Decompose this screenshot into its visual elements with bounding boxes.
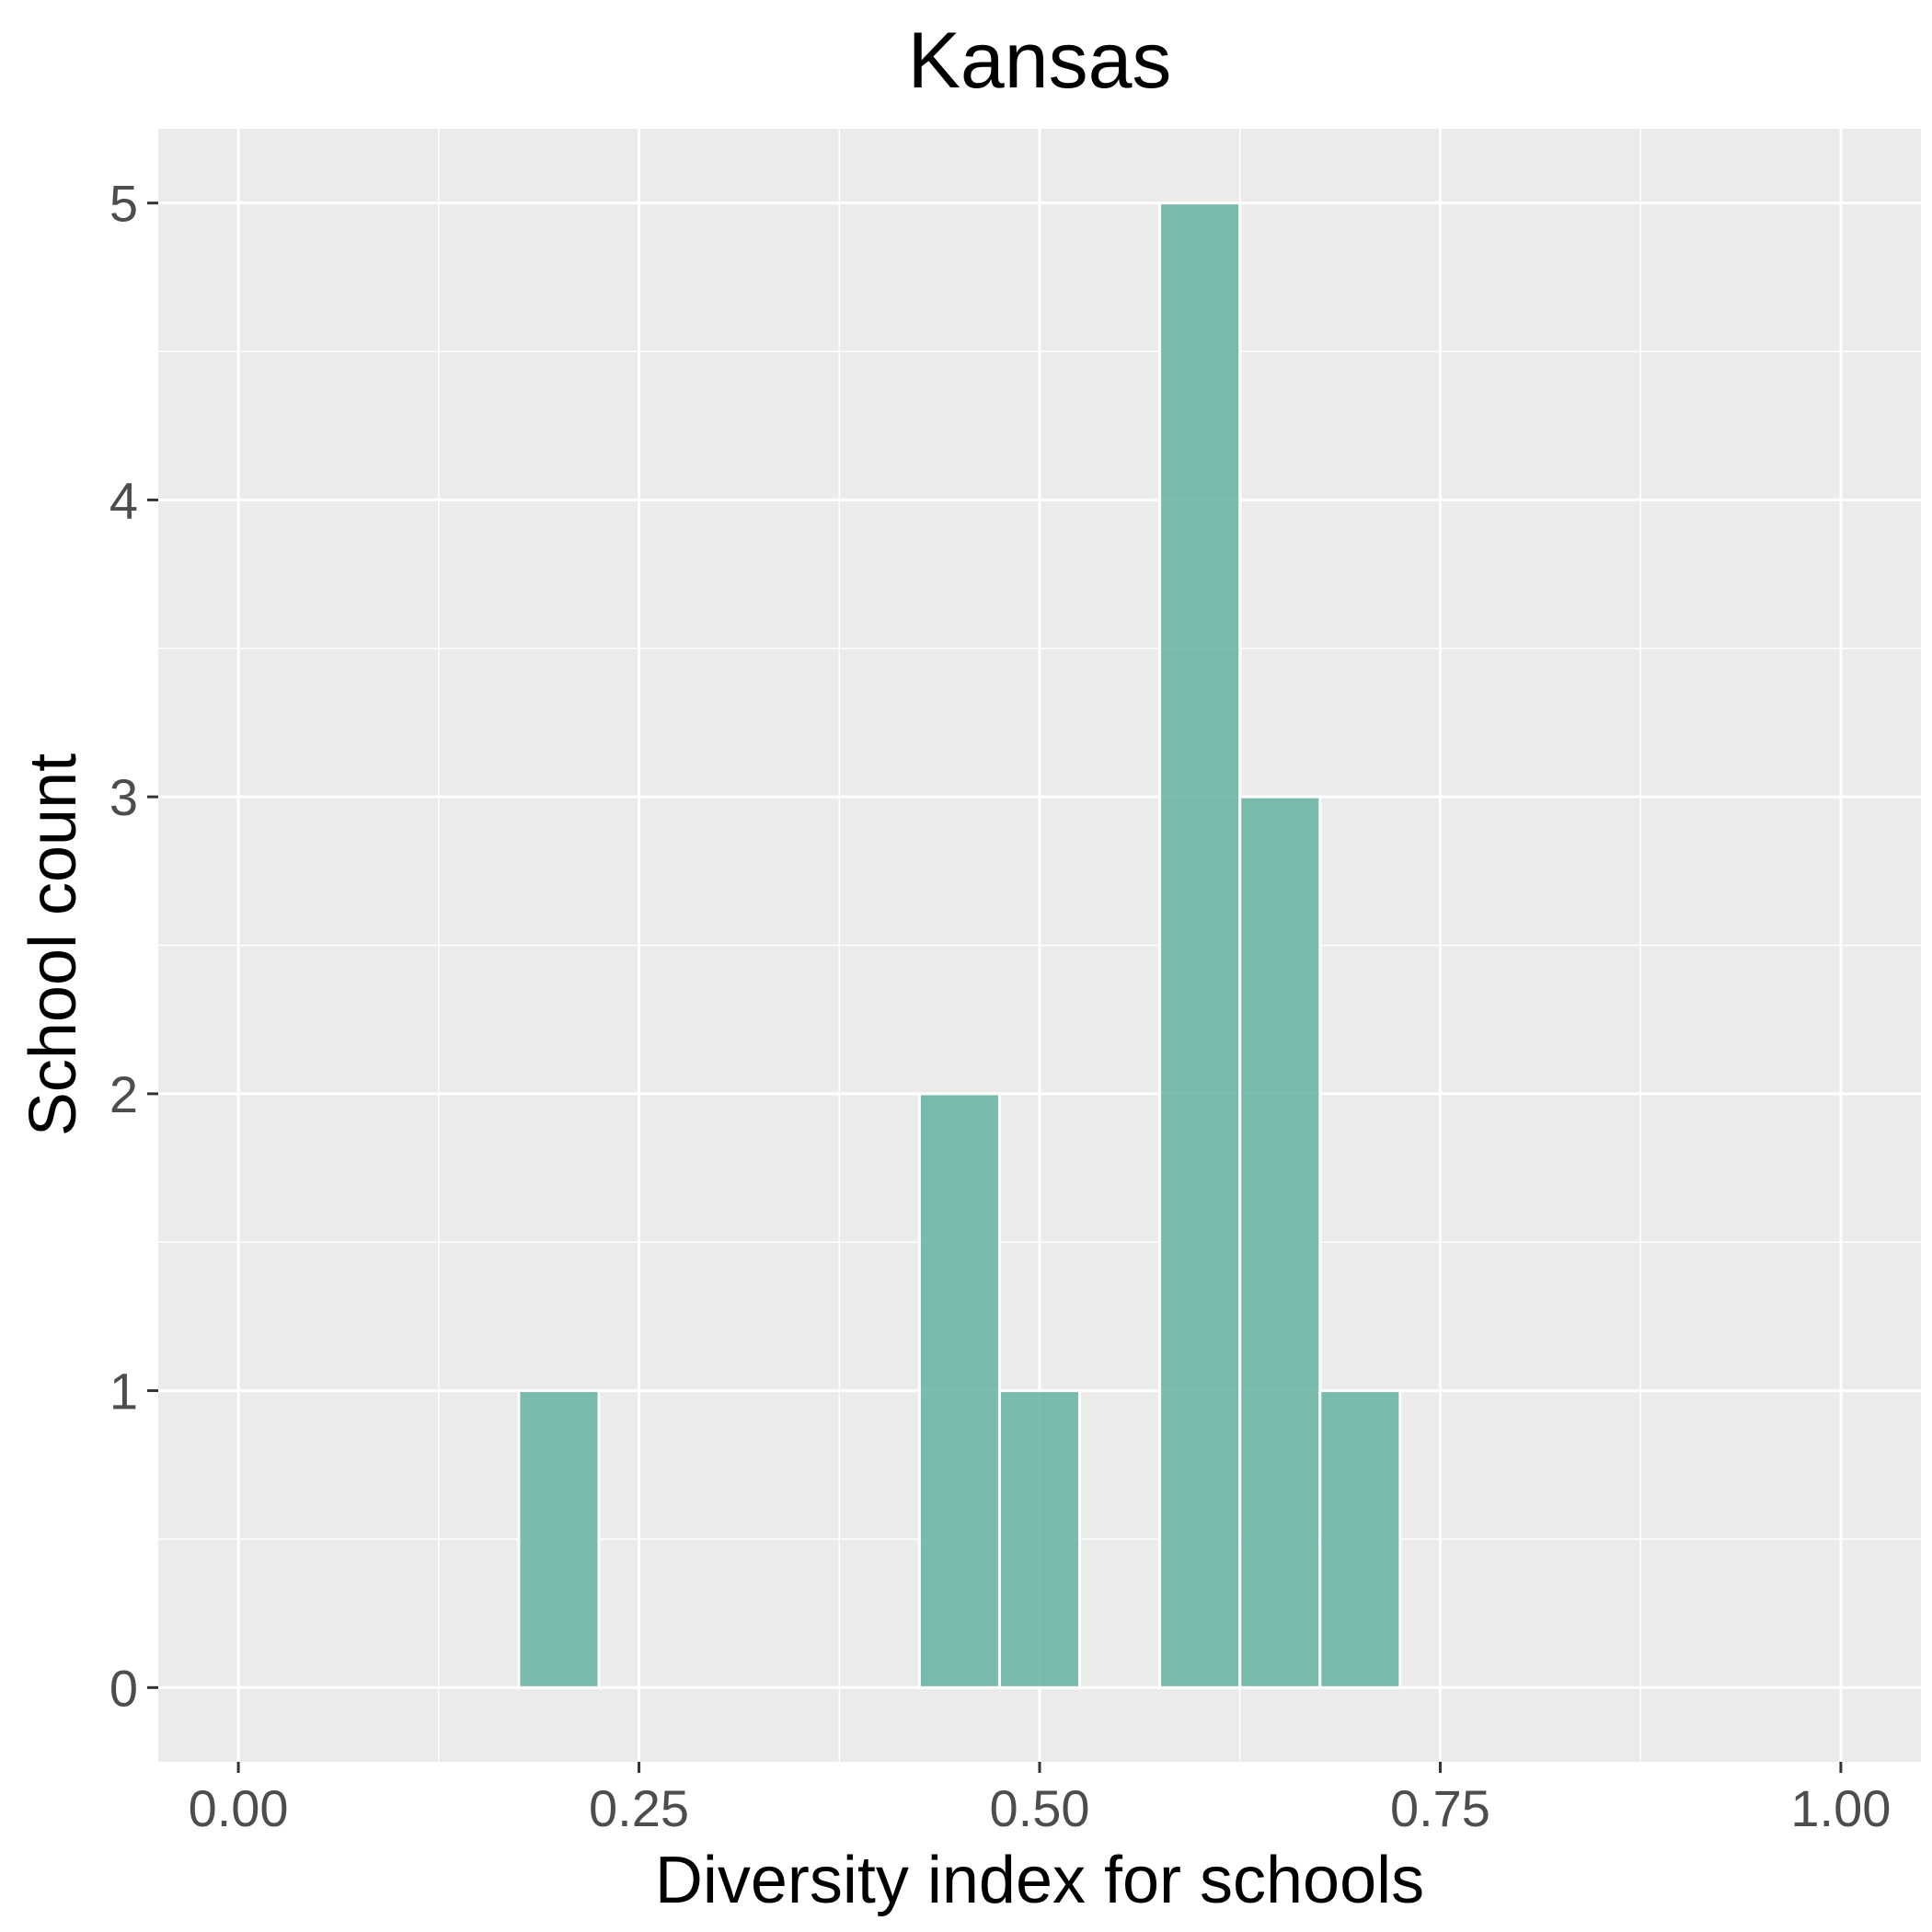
histogram-bar [517,1389,601,1689]
histogram-bar [1158,201,1242,1689]
x-axis: 0.00 0.25 0.50 0.75 1.00 [189,1762,1891,1837]
histogram-bar [917,1092,1001,1689]
histogram-bar [1238,795,1322,1689]
bars [517,201,1402,1689]
y-tick-label: 0 [109,1659,138,1717]
y-axis-title: School count [17,753,90,1136]
histogram-bar [997,1389,1082,1689]
y-tick-label: 3 [109,768,138,826]
y-tick-label: 1 [109,1363,138,1420]
y-tick-label: 5 [109,175,138,233]
x-tick-label: 0.00 [189,1779,289,1837]
x-tick-label: 0.75 [1390,1779,1490,1837]
histogram-bar [1318,1389,1402,1689]
x-tick-label: 0.50 [990,1779,1090,1837]
y-axis: 0 1 2 3 4 5 [109,175,158,1717]
x-axis-title: Diversity index for schools [655,1844,1424,1917]
y-tick-label: 2 [109,1065,138,1123]
y-tick-label: 4 [109,471,138,529]
x-tick-label: 1.00 [1790,1779,1891,1837]
x-tick-label: 0.25 [589,1779,689,1837]
chart-title: Kansas [908,17,1172,105]
